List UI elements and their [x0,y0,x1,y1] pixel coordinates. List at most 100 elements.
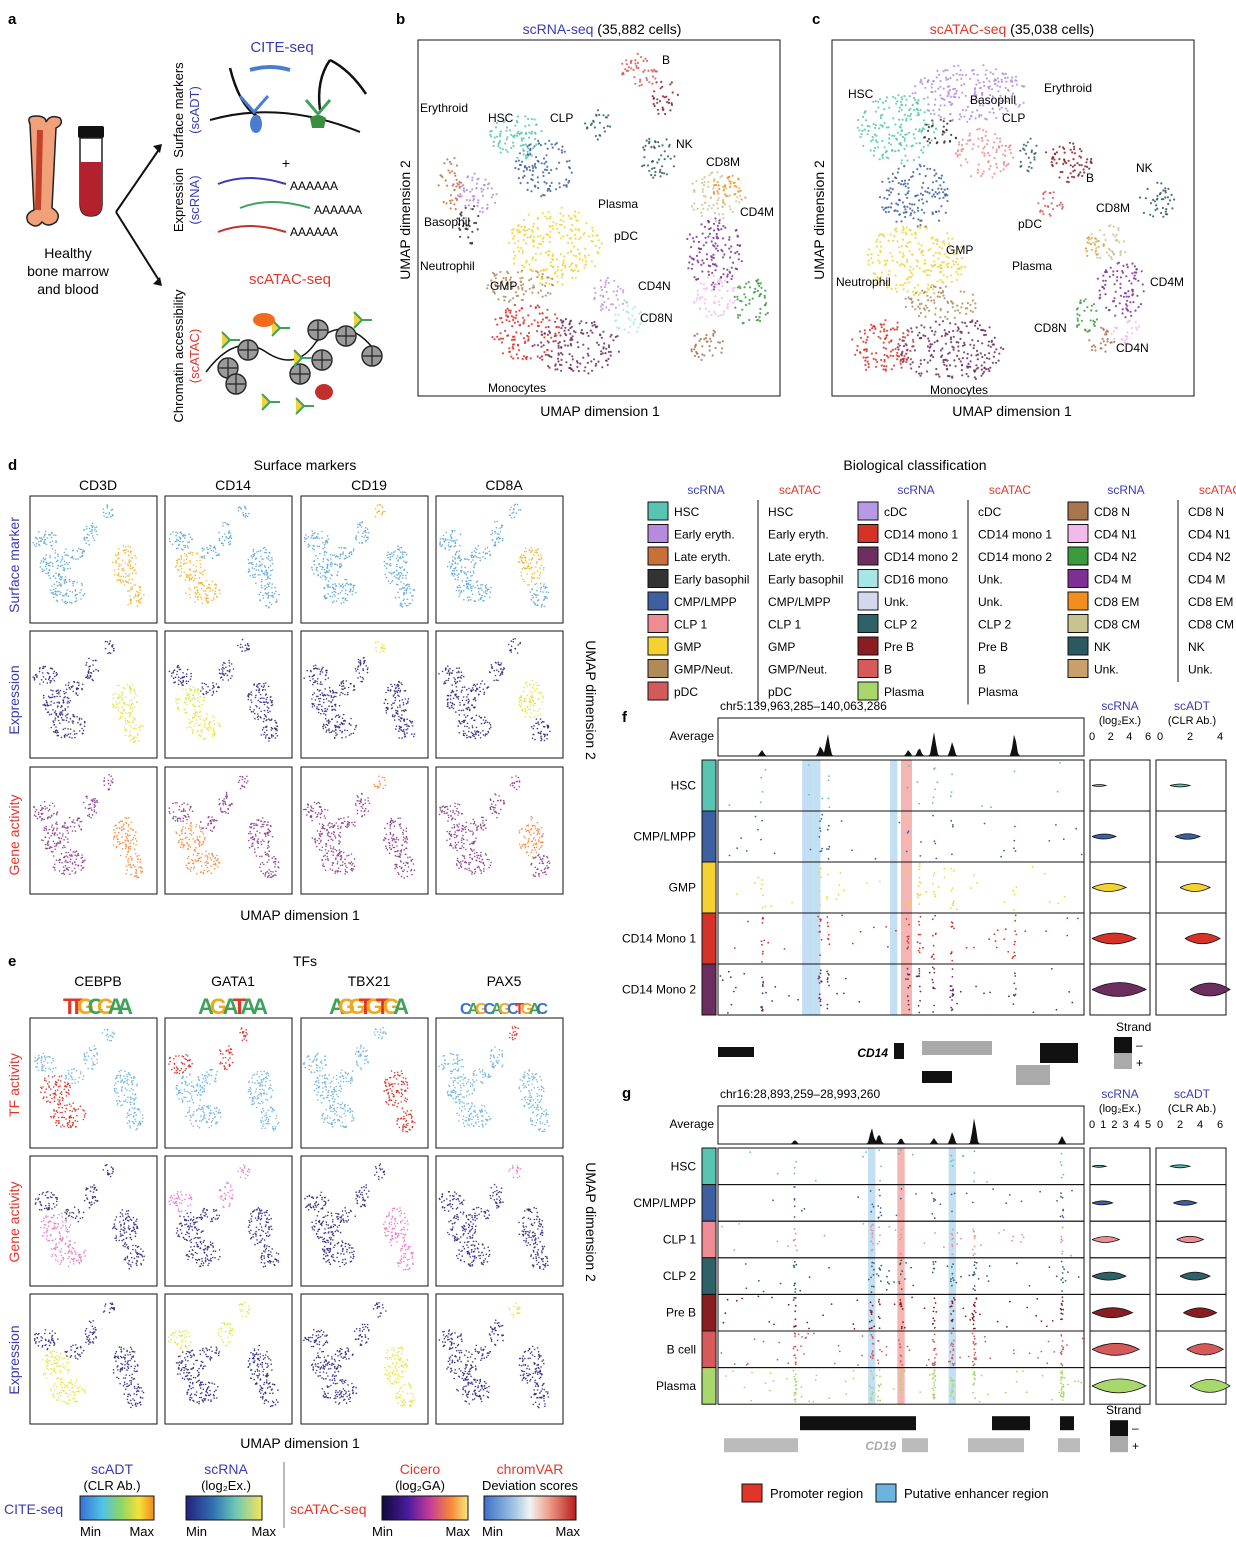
cluster-label: CD4M [1150,275,1184,289]
panel-e-ylabel: UMAP dimension 2 [583,1162,599,1282]
rna-unit: (log₂Ex.) [1099,1103,1141,1115]
panel-b-ylabel: UMAP dimension 2 [397,160,413,280]
legend-swatch [1068,637,1088,655]
tn5-icon [272,320,290,336]
cluster-label: Neutrophil [420,259,475,273]
umap-tile [301,1294,428,1424]
legend-item-rna: Unk. [884,595,909,609]
panel-f: f chr5:139,963,285–140,063,286AverageHSC… [622,699,1230,1085]
healthy-label-1: Healthy [44,245,91,261]
cluster-label: CD4N [638,279,671,293]
cluster-label: Monocytes [930,383,988,397]
cluster-label: Plasma [598,197,638,211]
scale-chromvar-head: chromVAR [497,1461,564,1477]
motif-logos: TTGCGAA AGATAA AGGTGTGA CAGCAGCTGAC [63,994,548,1019]
legend-item-rna: Plasma [884,685,924,699]
cluster-label: GMP [490,279,517,293]
legend-item-rna: CD4 N2 [1094,550,1137,564]
adt-violin [1173,1201,1196,1206]
track-label: Plasma [656,1379,696,1393]
legend-swatch [1068,502,1088,520]
healthy-label-3: and blood [37,281,99,297]
adt-tick: 4 [1197,1119,1203,1131]
legend-item-rna: Early basophil [674,573,749,587]
promoter-label: Promoter region [770,1486,863,1501]
motif-logo-pax5: CAGCAGCTGAC [460,1001,548,1018]
track-label: CMP/LMPP [633,830,696,844]
scale-chromvar-max: Max [555,1524,580,1539]
row-expression: Expression [6,665,22,734]
umap-tile [30,496,157,623]
track-color-bar [702,964,716,1015]
scale-rna-unit: (log₂Ex.) [201,1478,251,1493]
strand-label: Strand [1116,1020,1151,1034]
legend-swatch [1068,615,1088,633]
adt-tick: 0 [1157,1119,1163,1131]
legend-item-atac: CD4 M [1188,573,1225,587]
panel-letter-e: e [8,953,16,970]
adt-violin [1170,784,1190,787]
scatac-seq-title: scATAC-seq [249,271,331,288]
track-color-bar [702,1258,716,1295]
cite-seq-title: CITE-seq [250,39,313,56]
strand-minus: – [1136,1038,1143,1052]
legend-swatch [858,547,878,565]
legend-header-scatac: scATAC [989,483,1032,497]
panel-g: g chr16:28,893,259–28,993,260AverageHSCC… [622,1085,1230,1453]
rna-violin [1092,983,1146,997]
legend-swatch [648,547,668,565]
tn5-icon [262,394,280,410]
adt-violin [1177,1236,1204,1242]
blood-tube-icon [78,126,104,216]
nucleosome-icon [336,326,356,346]
legend-swatch [1068,525,1088,543]
scale-legend: scADT (CLR Ab.) scRNA (log₂Ex.) CITE-seq… [4,1461,580,1539]
cluster-label: Plasma [1012,259,1052,273]
legend-item-rna: CD16 mono [884,573,948,587]
track-color-bar [702,1148,716,1185]
nucleosome-icon [226,374,246,394]
umap-tile [30,767,157,894]
rna-violin [1092,834,1116,839]
gene-model [922,1071,952,1083]
rna-header: scRNA [1101,699,1138,713]
umap-tile [30,1294,157,1424]
scale-cite-label: CITE-seq [4,1501,63,1517]
rna-violin [1092,1379,1146,1393]
cluster-label: NK [676,137,693,151]
nucleosome-icon [362,346,382,366]
legend-item-rna: CD4 M [1094,573,1131,587]
legend-header-scatac: scATAC [1199,483,1236,497]
panel-letter-b: b [396,11,405,28]
track-label: HSC [671,779,697,793]
average-track [718,1118,1084,1144]
polya-1: AAAAAA [290,179,338,193]
row-surface-marker: Surface marker [6,517,22,613]
enhancer-band [868,1148,875,1404]
scale-cicero-head: Cicero [400,1461,441,1477]
panel-b-title-colored: scRNA-seq [523,21,594,37]
legend-header-scrna: scRNA [687,483,724,497]
promoter-band [901,760,912,1015]
legend-item-rna: NK [1094,640,1111,654]
legend-item-atac: NK [1188,640,1205,654]
scadt-label: (scADT) [187,86,202,134]
legend-item-atac: GMP/Neut. [768,663,827,677]
panel-b-title: scRNA-seq (35,882 cells) [523,21,682,37]
legend-item-rna: B [884,663,892,677]
rna-unit: (log₂Ex.) [1099,715,1141,727]
track-color-bar [702,1221,716,1258]
gene-model [1040,1043,1078,1063]
track-label: Pre B [666,1306,696,1320]
track-label: GMP [669,881,696,895]
umap-tile [30,631,157,758]
legend-item-rna: CLP 1 [674,618,707,632]
enhancer-band [949,1148,956,1404]
legend-item-rna: CD8 CM [1094,618,1140,632]
scale-rna-max: Max [251,1524,276,1539]
panel-b-frame [418,40,780,396]
rna-header: scRNA [1101,1087,1138,1101]
tf-pax5: PAX5 [487,973,522,989]
panel-f-tracks: chr5:139,963,285–140,063,286AverageHSCCM… [622,699,1230,1085]
